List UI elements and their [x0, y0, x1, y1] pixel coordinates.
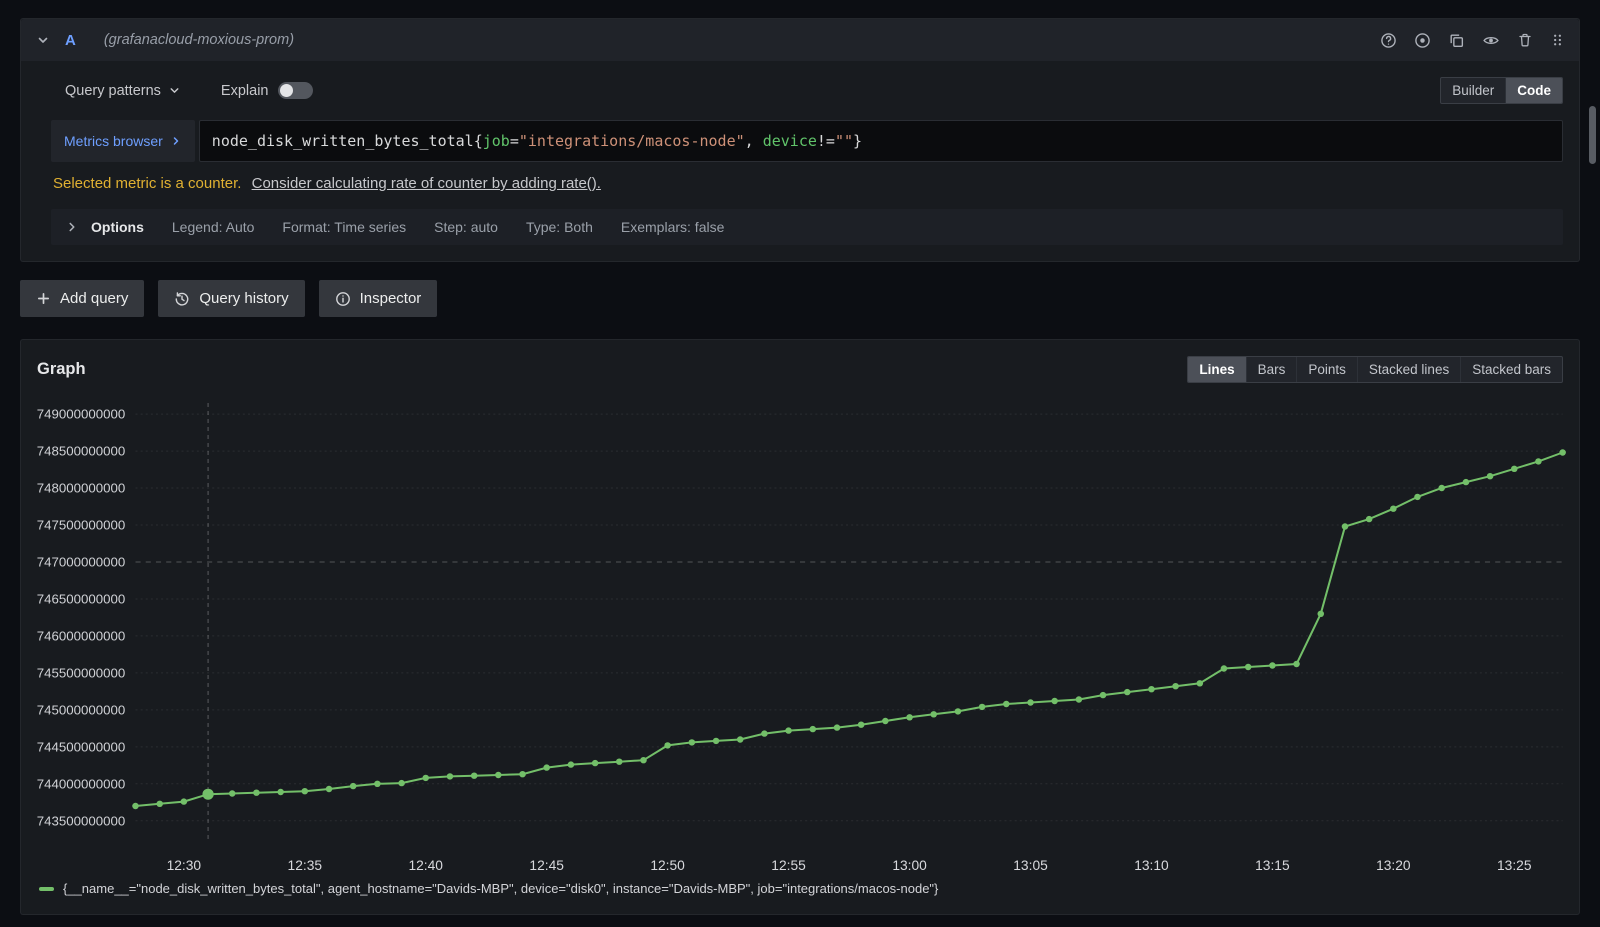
svg-text:13:10: 13:10 — [1134, 858, 1169, 873]
query-open-brace: { — [473, 132, 483, 150]
copy-icon[interactable] — [1448, 32, 1465, 49]
svg-text:746000000000: 746000000000 — [37, 629, 126, 644]
add-query-button[interactable]: Add query — [20, 280, 145, 317]
svg-text:747000000000: 747000000000 — [37, 555, 126, 570]
scrollbar[interactable] — [1589, 106, 1596, 164]
query-separator: , — [744, 132, 763, 150]
option-exemplars: Exemplars: false — [620, 219, 725, 235]
editor-mode-group: Builder Code — [1440, 77, 1563, 104]
counter-warning-row: Selected metric is a counter. Consider c… — [51, 162, 1563, 194]
svg-text:747500000000: 747500000000 — [37, 518, 126, 533]
options-title: Options — [91, 219, 144, 235]
chart-canvas[interactable]: 743500000000 744000000000 744500000000 7450… — [21, 387, 1579, 879]
svg-text:12:35: 12:35 — [288, 858, 323, 873]
svg-text:13:05: 13:05 — [1013, 858, 1048, 873]
metrics-browser-button[interactable]: Metrics browser — [51, 120, 195, 162]
chevron-down-icon — [170, 88, 179, 93]
query-eq-operator: = — [509, 132, 519, 150]
query-ref-id[interactable]: A — [65, 31, 76, 49]
svg-text:745000000000: 745000000000 — [37, 703, 126, 718]
graph-style-stacked-bars[interactable]: Stacked bars — [1460, 357, 1562, 382]
graph-style-points[interactable]: Points — [1296, 357, 1357, 382]
drag-handle-icon[interactable] — [1550, 32, 1565, 48]
query-value-device: "" — [834, 132, 854, 150]
svg-text:12:50: 12:50 — [650, 858, 685, 873]
query-patterns-button[interactable]: Query patterns — [65, 83, 181, 99]
svg-text:12:30: 12:30 — [167, 858, 202, 873]
help-icon[interactable] — [1380, 32, 1397, 49]
builder-mode-button[interactable]: Builder — [1441, 78, 1505, 103]
option-type: Type: Both — [525, 219, 593, 235]
query-input[interactable]: node_disk_written_bytes_total{job = "integ… — [198, 120, 1563, 162]
legend-series-label[interactable]: {__name__="node_disk_written_bytes_total… — [63, 881, 939, 896]
svg-text:745500000000: 745500000000 — [37, 666, 126, 681]
options-chevron-right-icon[interactable] — [65, 220, 79, 234]
query-metric: node_disk_written_bytes_total — [211, 132, 474, 150]
rate-suggestion-link[interactable]: Consider calculating rate of counter by … — [251, 175, 601, 192]
query-value-job: "integrations/macos-node" — [518, 132, 745, 150]
query-row: Metrics browser node_disk_written_bytes_… — [51, 120, 1563, 162]
graph-style-stacked-lines[interactable]: Stacked lines — [1356, 357, 1460, 382]
option-legend: Legend: Auto — [171, 219, 255, 235]
option-step: Step: auto — [434, 219, 498, 235]
svg-text:749000000000: 749000000000 — [37, 407, 126, 422]
target-icon[interactable] — [1414, 32, 1431, 49]
graph-style-group: Lines Bars Points Stacked lines Stacked … — [1187, 356, 1563, 383]
toggle-knob — [280, 84, 294, 97]
graph-style-bars[interactable]: Bars — [1245, 357, 1297, 382]
inspector-label: Inspector — [359, 290, 422, 307]
svg-text:13:15: 13:15 — [1255, 858, 1290, 873]
svg-text:13:20: 13:20 — [1376, 858, 1411, 873]
trash-icon[interactable] — [1517, 32, 1533, 48]
graph-panel: Graph Lines Bars Points Stacked lines St… — [20, 339, 1580, 915]
query-editor-body: Query patterns Explain Builder Code Metr… — [21, 61, 1579, 261]
plus-icon — [36, 291, 51, 306]
explain-label: Explain — [220, 82, 269, 99]
explain-toggle[interactable] — [278, 82, 314, 99]
query-header-actions — [1380, 32, 1565, 49]
query-neq-operator: != — [816, 132, 835, 150]
add-query-label: Add query — [60, 290, 129, 307]
actions-row: Add query Query history Inspector — [20, 280, 1580, 317]
options-row[interactable]: Options Legend: Auto Format: Time series… — [51, 209, 1563, 245]
history-icon — [174, 291, 190, 307]
svg-text:12:40: 12:40 — [408, 858, 443, 873]
query-patterns-label: Query patterns — [65, 82, 161, 99]
svg-text:743500000000: 743500000000 — [37, 813, 126, 828]
graph-title: Graph — [37, 360, 86, 378]
svg-text:13:25: 13:25 — [1497, 858, 1532, 873]
metrics-browser-label: Metrics browser — [64, 133, 163, 149]
query-history-button[interactable]: Query history — [158, 280, 305, 317]
graph-style-lines[interactable]: Lines — [1188, 357, 1246, 382]
query-toolbar: Query patterns Explain Builder Code — [51, 75, 1563, 120]
svg-text:748000000000: 748000000000 — [37, 481, 126, 496]
chevron-right-icon — [173, 137, 179, 145]
svg-text:12:55: 12:55 — [771, 858, 806, 873]
svg-text:12:45: 12:45 — [529, 858, 564, 873]
query-close-brace: } — [853, 132, 863, 150]
query-history-label: Query history — [199, 290, 289, 307]
inspector-button[interactable]: Inspector — [318, 280, 438, 317]
query-label-device: device — [762, 132, 817, 150]
info-icon — [335, 291, 351, 307]
graph-header: Graph Lines Bars Points Stacked lines St… — [21, 340, 1579, 387]
datasource-name: (grafanacloud-moxious-prom) — [103, 32, 295, 48]
query-header: A (grafanacloud-moxious-prom) — [21, 19, 1579, 61]
query-editor-panel: A (grafanacloud-moxious-prom) — [20, 18, 1580, 262]
counter-warning-text: Selected metric is a counter. — [53, 175, 242, 192]
svg-text:746500000000: 746500000000 — [37, 592, 126, 607]
code-mode-button[interactable]: Code — [1505, 78, 1562, 103]
legend-swatch — [39, 886, 54, 891]
legend-row: {__name__="node_disk_written_bytes_total… — [21, 879, 1579, 906]
eye-icon[interactable] — [1482, 32, 1500, 49]
svg-text:744500000000: 744500000000 — [37, 740, 126, 755]
svg-text:748500000000: 748500000000 — [37, 444, 126, 459]
collapse-chevron-icon[interactable] — [35, 32, 51, 48]
query-label-job: job — [482, 132, 510, 150]
svg-text:13:00: 13:00 — [892, 858, 927, 873]
svg-text:744000000000: 744000000000 — [37, 776, 126, 791]
option-format: Format: Time series — [282, 219, 407, 235]
